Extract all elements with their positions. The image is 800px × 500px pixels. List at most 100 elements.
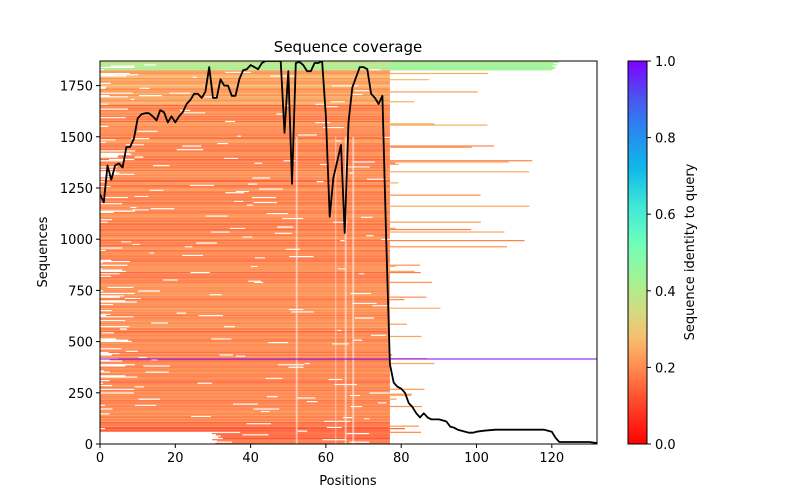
heatmap-gap	[138, 398, 160, 400]
heatmap-row	[100, 110, 390, 113]
heatmap-row	[100, 167, 390, 169]
heatmap-extension	[389, 265, 396, 268]
heatmap-row	[135, 150, 390, 152]
heatmap-extension	[389, 163, 399, 166]
colorbar-tick-label: 1.0	[655, 55, 676, 70]
heatmap-row	[100, 149, 390, 151]
heatmap-extension	[389, 182, 399, 184]
heatmap-gap	[191, 415, 212, 417]
heatmap-row	[126, 75, 390, 77]
heatmap-row	[103, 290, 390, 292]
heatmap-row	[100, 107, 390, 109]
x-tick-label: 20	[167, 451, 184, 466]
heatmap-row	[100, 91, 390, 93]
heatmap-row	[100, 305, 390, 307]
heatmap-gap	[343, 416, 353, 419]
heatmap-extension	[389, 425, 420, 427]
heatmap-row	[133, 392, 390, 394]
heatmap-row	[212, 439, 390, 441]
heatmap-extension	[389, 124, 488, 126]
heatmap-row	[100, 394, 390, 397]
y-tick-label: 1000	[60, 233, 93, 248]
heatmap-row	[100, 407, 390, 409]
heatmap-row	[124, 295, 390, 297]
heatmap-extension	[389, 335, 422, 338]
heatmap-row	[100, 158, 390, 161]
heatmap-extension	[389, 69, 552, 71]
heatmap-row	[109, 94, 390, 97]
heatmap-row	[100, 235, 390, 237]
heatmap-gap	[151, 359, 158, 361]
heatmap-row	[125, 300, 390, 302]
heatmap-row	[117, 156, 390, 158]
heatmap-gap-column	[335, 136, 337, 444]
heatmap-row	[100, 220, 390, 222]
heatmap-extension	[389, 354, 393, 356]
heatmap-row	[100, 251, 390, 253]
heatmap-extension	[389, 162, 396, 164]
plot-frame	[99, 60, 598, 445]
heatmap-gap	[119, 340, 127, 343]
heatmap-gap	[277, 226, 294, 228]
heatmap-row	[100, 145, 390, 147]
heatmap-gap	[247, 183, 258, 185]
heatmap-row	[100, 400, 390, 403]
heatmap-gap	[121, 241, 132, 243]
x-axis: 0 20 40 60 80 100 120	[96, 444, 564, 466]
heatmap-gap	[181, 112, 206, 114]
heatmap-row	[137, 376, 390, 378]
heatmap-row	[100, 402, 390, 404]
heatmap-row	[100, 233, 390, 236]
heatmap-extension	[389, 264, 421, 266]
heatmap-row	[100, 307, 390, 309]
heatmap-gap	[107, 286, 134, 288]
heatmap-gap	[197, 382, 213, 384]
heatmap-row	[134, 173, 390, 175]
heatmap-row	[100, 350, 390, 352]
heatmap-gap	[103, 264, 109, 266]
heatmap-row	[100, 387, 390, 389]
heatmap-row	[100, 162, 390, 164]
heatmap-gap	[101, 332, 115, 334]
heatmap-gap	[125, 350, 138, 352]
heatmap-extension	[389, 323, 407, 325]
heatmap-gap	[189, 184, 215, 186]
heatmap-gap	[242, 236, 253, 238]
heatmap-gap	[149, 252, 155, 254]
heatmap-row	[100, 134, 390, 136]
colorbar-tick-label: 0.8	[655, 132, 676, 147]
heatmap-gap	[350, 394, 360, 397]
heatmap-row	[100, 337, 390, 339]
heatmap-extension	[389, 405, 423, 408]
heatmap-gap	[277, 364, 305, 366]
heatmap-gap	[268, 342, 289, 344]
heatmap-gap	[369, 392, 390, 394]
heatmap-row	[100, 118, 390, 120]
heatmap-gap	[297, 134, 317, 136]
heatmap-row	[100, 198, 390, 200]
heatmap-extension	[389, 194, 481, 196]
coverage-line	[100, 61, 597, 444]
heatmap-row	[100, 255, 390, 258]
heatmap-row	[134, 292, 390, 295]
heatmap-row	[128, 339, 390, 341]
heatmap-row	[100, 99, 390, 102]
heatmap-row	[100, 147, 390, 150]
heatmap-gap	[353, 339, 363, 341]
heatmap-row	[100, 161, 390, 163]
heatmap-gap	[108, 210, 132, 212]
heatmap-row	[100, 140, 390, 142]
heatmap-row	[100, 79, 390, 81]
heatmap-row	[100, 415, 390, 417]
heatmap-row	[127, 108, 390, 110]
heatmap-row	[100, 373, 390, 376]
heatmap-extension	[389, 66, 556, 68]
heatmap-gap	[345, 166, 370, 168]
heatmap-gap	[363, 418, 370, 420]
heatmap-gap	[270, 75, 296, 77]
heatmap-row	[100, 430, 390, 432]
heatmap-row	[100, 429, 390, 431]
heatmap-row	[100, 93, 390, 95]
heatmap-row	[100, 393, 390, 395]
heatmap-row	[100, 291, 390, 293]
